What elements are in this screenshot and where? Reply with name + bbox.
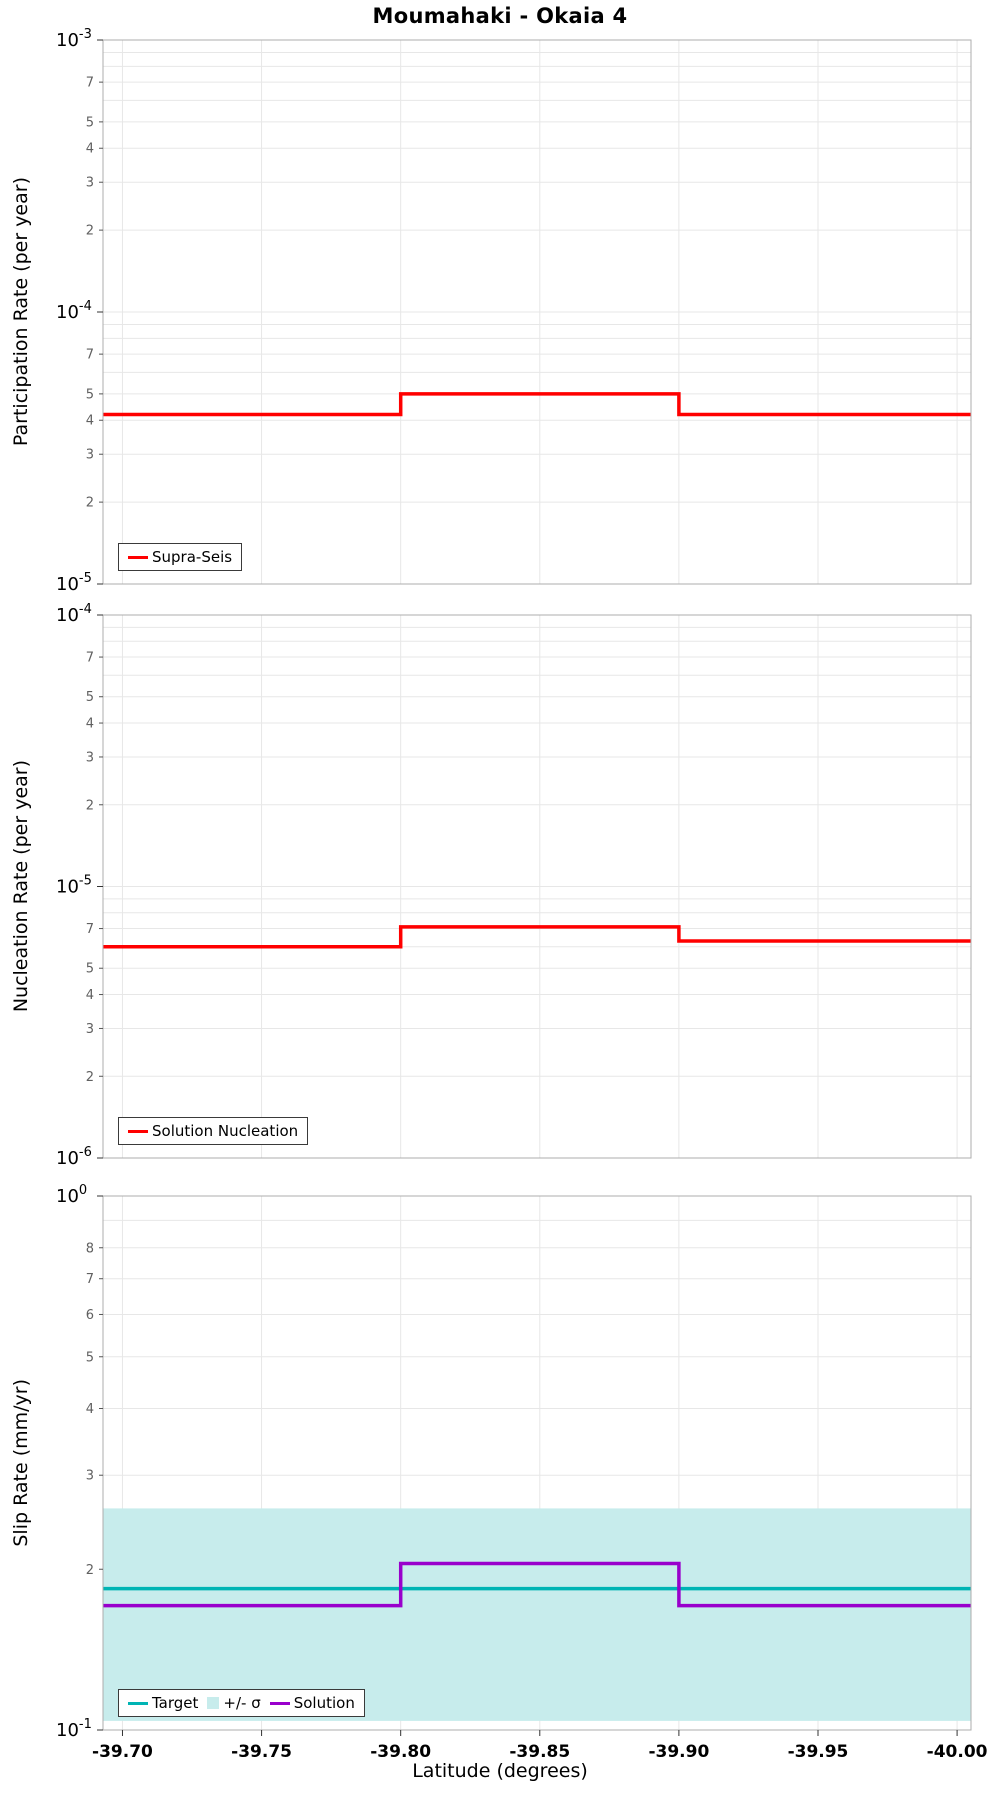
legend-label: Target bbox=[152, 1694, 199, 1712]
y-minor-tick-label: 3 bbox=[86, 750, 94, 765]
y-minor-tick-label: 5 bbox=[86, 690, 94, 705]
sigma-band bbox=[103, 1508, 971, 1721]
ylabel-text: Slip Rate (mm/yr) bbox=[10, 1379, 32, 1547]
y-major-tick-label: 100 bbox=[56, 1183, 87, 1207]
x-axis-label: Latitude (degrees) bbox=[412, 1760, 588, 1782]
y-minor-tick-label: 3 bbox=[86, 176, 94, 191]
y-minor-tick-label: 7 bbox=[86, 651, 94, 666]
y-minor-tick-label: 7 bbox=[86, 76, 94, 91]
legend-label: Solution bbox=[293, 1694, 355, 1712]
y-major-tick-label: 10-3 bbox=[56, 27, 92, 51]
line-swatch-icon bbox=[128, 555, 148, 559]
chart-title: Moumahaki - Okaia 4 bbox=[372, 4, 628, 28]
y-major-tick-label: 10-1 bbox=[56, 1717, 92, 1741]
line-swatch-icon bbox=[128, 1701, 148, 1705]
band-swatch-icon bbox=[207, 1697, 220, 1709]
y-minor-tick-label: 6 bbox=[86, 1308, 94, 1323]
legend-entry: Solution bbox=[269, 1694, 355, 1712]
y-minor-tick-label: 4 bbox=[86, 142, 94, 157]
y-minor-tick-label: 4 bbox=[86, 1402, 94, 1417]
x-tick-label: -39.95 bbox=[788, 1742, 849, 1762]
y-minor-tick-label: 5 bbox=[86, 962, 94, 977]
y-minor-tick-label: 2 bbox=[86, 1070, 94, 1085]
ylabel-participation-rate: Participation Rate (per year) bbox=[4, 40, 38, 584]
ylabel-text: Nucleation Rate (per year) bbox=[10, 760, 32, 1013]
panel-1: 10-6 10-5 10-4 7 5 4 3 2 7 5 4 3 2 bbox=[56, 602, 972, 1169]
y-major-tick-label: 10-5 bbox=[56, 874, 92, 898]
x-tick-label: -39.70 bbox=[92, 1742, 153, 1762]
y-minor-tick-label: 5 bbox=[86, 1350, 94, 1365]
y-minor-tick-label: 7 bbox=[86, 922, 94, 937]
ylabel-text: Participation Rate (per year) bbox=[10, 177, 32, 447]
y-minor-tick-label: 3 bbox=[86, 1022, 94, 1037]
y-minor-tick-label: 5 bbox=[86, 387, 94, 402]
line-swatch-icon bbox=[269, 1701, 290, 1705]
x-tick-label: -39.85 bbox=[509, 1742, 570, 1762]
series-solution-nucleation bbox=[103, 925, 971, 949]
y-minor-tick-label: 4 bbox=[86, 717, 94, 732]
x-tick-label: -39.75 bbox=[231, 1742, 292, 1762]
y-minor-tick-label: 4 bbox=[86, 988, 94, 1003]
y-minor-tick-label: 7 bbox=[86, 1272, 94, 1287]
legend-entry: Solution Nucleation bbox=[128, 1122, 298, 1140]
y-minor-tick-label: 2 bbox=[86, 798, 94, 813]
y-minor-tick-label: 2 bbox=[86, 496, 94, 511]
y-major-tick-label: 10-4 bbox=[56, 299, 92, 323]
y-major-tick-label: 10-5 bbox=[56, 571, 92, 595]
y-minor-tick-label: 2 bbox=[86, 1563, 94, 1578]
legend-label: Solution Nucleation bbox=[152, 1122, 299, 1140]
legend-entry: +/- σ bbox=[207, 1694, 261, 1712]
x-tick-label: -39.90 bbox=[648, 1742, 709, 1762]
y-major-tick-label: 10-6 bbox=[56, 1145, 92, 1169]
y-minor-tick-label: 5 bbox=[86, 115, 94, 130]
x-tick-label: -39.80 bbox=[370, 1742, 431, 1762]
y-minor-tick-label: 3 bbox=[86, 448, 94, 463]
legend-label: +/- σ bbox=[223, 1694, 261, 1712]
y-minor-tick-label: 3 bbox=[86, 1469, 94, 1484]
legend-entry: Target bbox=[128, 1694, 198, 1712]
ylabel-slip-rate: Slip Rate (mm/yr) bbox=[4, 1196, 38, 1730]
line-swatch-icon bbox=[128, 1129, 148, 1133]
legend-panel-0: Supra-Seis bbox=[118, 543, 243, 571]
panel-0: 10-5 10-4 10-3 7 5 4 3 2 7 5 4 3 2 bbox=[56, 27, 972, 595]
legend-entry: Supra-Seis bbox=[128, 548, 232, 566]
series-supra-seis bbox=[103, 392, 971, 417]
legend-panel-2: Target +/- σ Solution bbox=[118, 1689, 365, 1717]
x-tick-label: -40.00 bbox=[927, 1742, 988, 1762]
y-minor-tick-label: 8 bbox=[86, 1241, 94, 1256]
y-minor-tick-label: 7 bbox=[86, 348, 94, 363]
legend-panel-1: Solution Nucleation bbox=[118, 1117, 309, 1145]
ylabel-nucleation-rate: Nucleation Rate (per year) bbox=[4, 615, 38, 1158]
y-minor-tick-label: 2 bbox=[86, 224, 94, 239]
panel-2: 10-1 100 8 7 6 5 4 3 2 bbox=[56, 1183, 972, 1741]
y-major-tick-label: 10-4 bbox=[56, 602, 92, 626]
series-solution bbox=[103, 1561, 971, 1608]
legend-label: Supra-Seis bbox=[152, 548, 233, 566]
y-minor-tick-label: 4 bbox=[86, 414, 94, 429]
